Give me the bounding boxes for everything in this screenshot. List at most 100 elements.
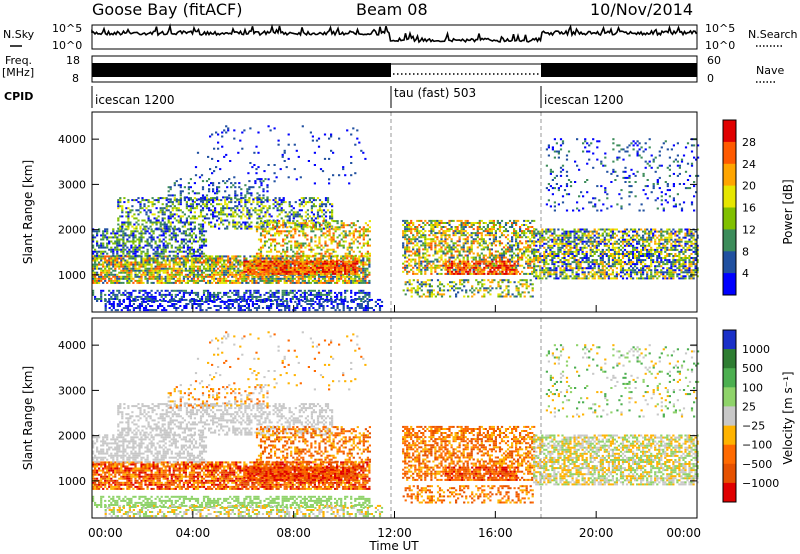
data-cell: [262, 190, 265, 193]
data-cell: [118, 248, 121, 251]
data-cell: [311, 275, 314, 278]
data-cell: [210, 213, 213, 216]
data-cell: [458, 270, 461, 273]
data-cell: [154, 259, 157, 262]
data-cell: [168, 261, 171, 264]
data-cell: [261, 254, 265, 257]
data-cell: [253, 268, 256, 271]
data-cell: [153, 217, 156, 220]
data-cell: [511, 256, 514, 259]
data-cell: [190, 265, 193, 268]
data-cell: [130, 240, 133, 243]
data-cell: [140, 234, 143, 237]
data-cell: [328, 279, 331, 282]
data-cell: [222, 211, 225, 214]
data-cell: [238, 182, 241, 185]
data-cell: [167, 201, 170, 204]
data-cell: [464, 230, 467, 233]
data-cell: [265, 262, 268, 265]
data-cell: [262, 201, 265, 204]
data-cell: [120, 238, 123, 241]
data-cell: [124, 244, 127, 247]
data-cell: [187, 197, 190, 200]
data-cell: [181, 211, 184, 214]
data-cell: [152, 275, 155, 278]
data-cell: [336, 246, 339, 249]
data-cell: [104, 257, 107, 260]
data-cell: [470, 250, 473, 253]
data-cell: [112, 242, 115, 245]
data-cell: [454, 250, 457, 253]
data-cell: [450, 256, 453, 259]
data-cell: [108, 259, 111, 262]
data-cell: [324, 205, 328, 208]
data-cell: [102, 263, 105, 266]
data-cell: [300, 209, 303, 212]
data-cell: [159, 223, 162, 226]
data-cell: [336, 266, 339, 269]
data-cell: [116, 277, 119, 280]
data-cell: [120, 257, 123, 260]
data-cell: [202, 240, 206, 243]
data-cell: [126, 250, 129, 253]
data-cell: [261, 263, 264, 266]
data-cell: [442, 226, 445, 228]
data-cell: [172, 259, 175, 262]
data-cell: [275, 257, 278, 260]
data-cell: [134, 236, 137, 239]
data-cell: [297, 266, 300, 269]
data-cell: [198, 265, 202, 268]
data-cell: [500, 258, 504, 261]
data-cell: [222, 213, 225, 216]
data-cell: [277, 270, 280, 273]
data-cell: [342, 268, 345, 271]
data-cell: [312, 248, 315, 251]
data-cell: [158, 252, 161, 255]
data-cell: [468, 266, 471, 269]
data-cell: [328, 234, 331, 237]
data-cell: [177, 199, 180, 202]
data-cell: [283, 268, 286, 271]
data-cell: [177, 215, 180, 218]
data-cell: [302, 252, 305, 255]
data-cell: [486, 234, 489, 237]
data-cell: [354, 228, 357, 231]
noise-tick-left-top: 10^5: [52, 22, 82, 35]
data-cell: [174, 234, 177, 237]
data-cell: [305, 295, 308, 298]
data-cell: [172, 275, 175, 278]
data-cell: [186, 234, 189, 237]
data-cell: [219, 271, 222, 274]
data-cell: [190, 263, 193, 266]
data-cell: [360, 298, 363, 300]
data-cell: [436, 236, 439, 239]
data-cell: [235, 277, 238, 280]
data-cell: [236, 207, 239, 210]
data-cell: [212, 200, 215, 203]
data-cell: [263, 220, 267, 223]
data-cell: [325, 293, 329, 296]
data-cell: [344, 262, 347, 265]
data-cell: [112, 228, 115, 231]
data-cell: [314, 228, 317, 231]
data-cell: [182, 279, 185, 282]
data-cell: [458, 219, 461, 222]
data-cell: [190, 252, 193, 255]
data-cell: [350, 260, 353, 263]
data-cell: [358, 259, 361, 262]
data-cell: [142, 298, 145, 300]
data-cell: [285, 266, 288, 269]
data-cell: [137, 223, 140, 226]
data-cell: [424, 256, 427, 259]
data-cell: [158, 269, 161, 272]
data-cell: [261, 270, 264, 273]
data-cell: [144, 289, 147, 292]
data-cell: [325, 255, 329, 258]
data-cell: [213, 291, 216, 294]
data-cell: [92, 275, 95, 278]
data-cell: [122, 263, 125, 266]
data-cell: [285, 260, 288, 263]
data-cell: [289, 298, 292, 300]
data-cell: [248, 192, 251, 195]
data-cell: [207, 300, 210, 302]
